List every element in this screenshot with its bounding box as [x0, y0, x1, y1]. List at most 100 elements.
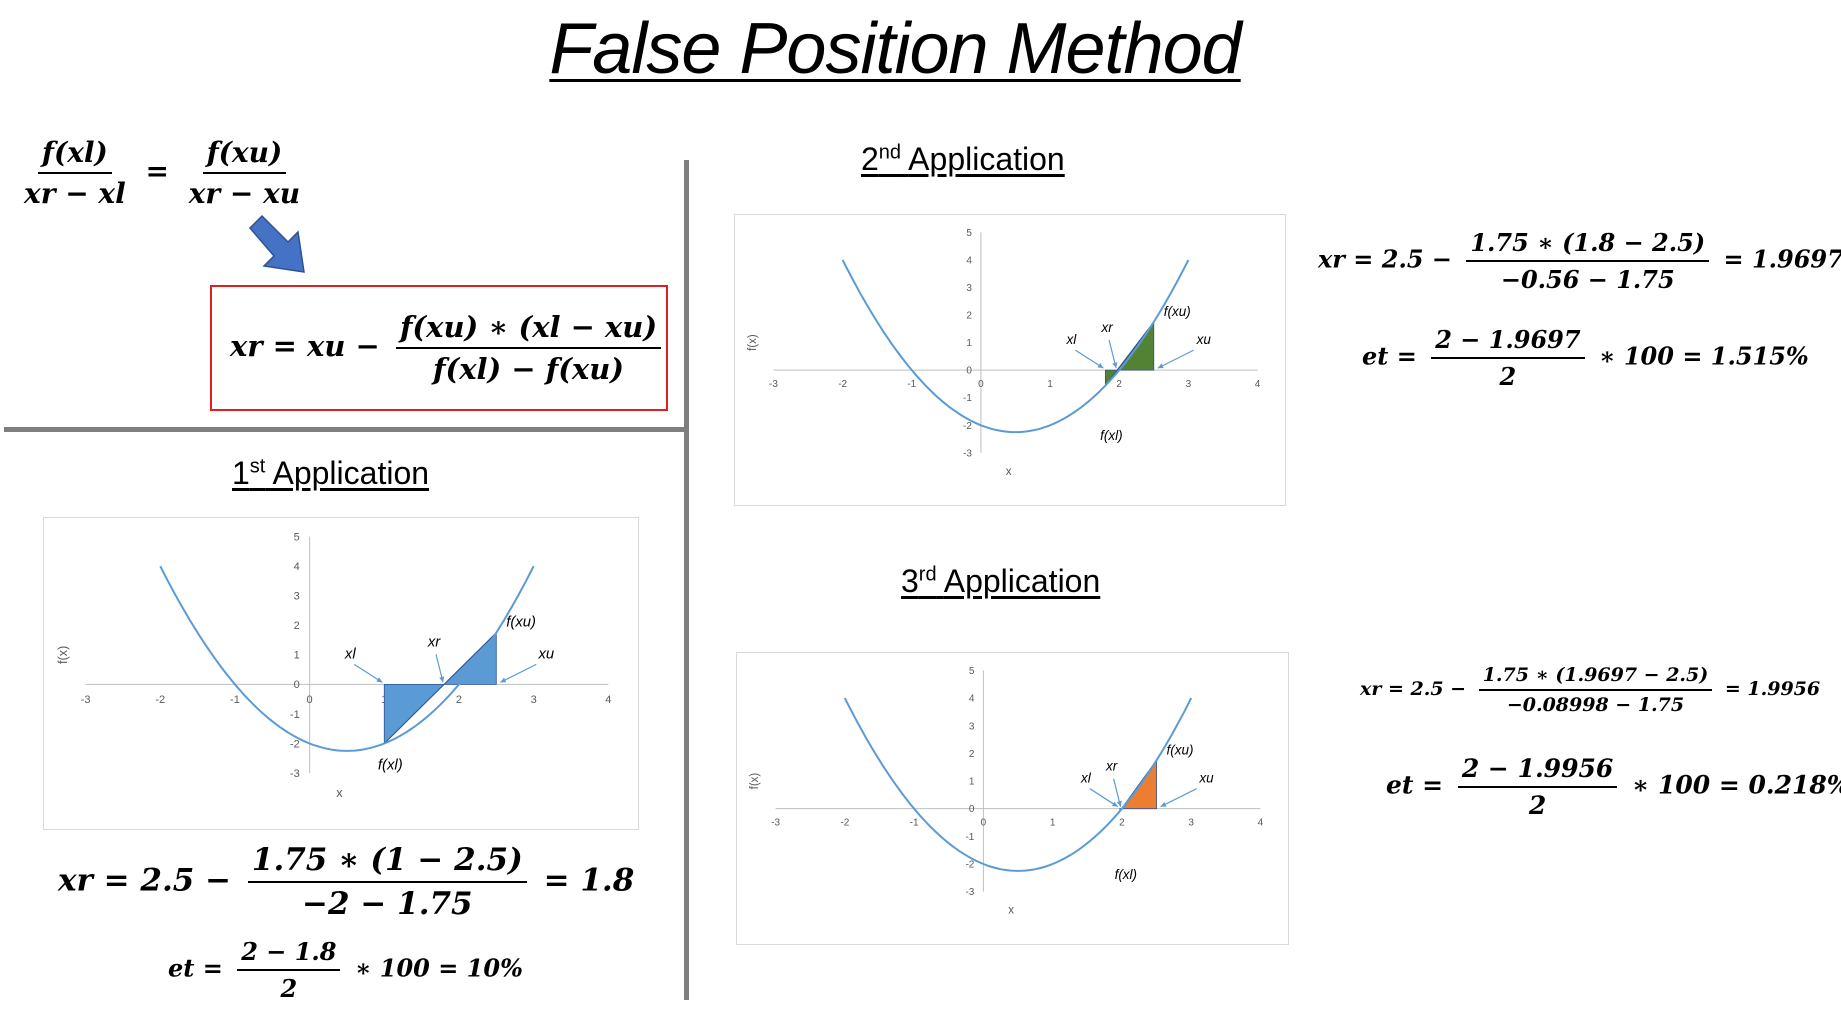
app3-xr-num: 1.75 ∗ (1.9697 − 2.5)	[1478, 664, 1713, 691]
app2-xr-den: −0.56 − 1.75	[1500, 265, 1675, 294]
y-tick-label: -1	[290, 709, 300, 721]
y-tick-label: 5	[966, 228, 972, 239]
y-tick-label: -1	[965, 832, 974, 843]
annotation-arrowhead	[376, 677, 383, 683]
y-tick-label: 4	[966, 255, 972, 266]
y-axis-label: f(x)	[747, 334, 759, 351]
y-axis-label: f(x)	[56, 646, 70, 664]
app1-et-fraction: 2 − 1.8 2	[237, 937, 341, 1003]
app2-chart: -3 -2 -1 0 1 2 3 4 -3 -2 -1 0 1 2 3 4 5 x f(x) f(xu) xr xl xu f…	[747, 228, 1261, 478]
x-tick-label: 4	[1255, 379, 1261, 390]
app1-et-den: 2	[280, 974, 298, 1003]
x-tick-label: 4	[1258, 818, 1264, 829]
y-tick-label: 1	[966, 338, 972, 349]
annotation-label: xr	[1100, 320, 1113, 335]
proportion-left-fraction: f(xl) xr − xl	[20, 136, 130, 210]
app1-xr-den: −2 − 1.75	[302, 886, 473, 922]
app1-xr-formula: xr = 2.5 − 1.75 ∗ (1 − 2.5) −2 − 1.75 = …	[58, 842, 634, 922]
y-axis-label: f(x)	[749, 773, 761, 790]
app3-et-num: 2 − 1.9956	[1457, 754, 1618, 788]
y-tick-label: 1	[969, 777, 975, 788]
y-tick-label: -2	[290, 738, 300, 750]
y-tick-label: 3	[966, 283, 972, 294]
function-curve	[843, 697, 1193, 872]
secant-line	[1104, 321, 1155, 386]
annotation-arrowhead	[1157, 363, 1164, 369]
y-tick-label: -3	[965, 887, 974, 898]
y-tick-label: 2	[294, 620, 300, 632]
proportion-right-fraction: f(xu) xr − xu	[185, 136, 304, 210]
x-tick-label: 0	[307, 694, 313, 706]
app3-xr-formula: xr = 2.5 − 1.75 ∗ (1.9697 − 2.5) −0.0899…	[1360, 664, 1820, 716]
annotation-label: f(xl)	[1115, 867, 1138, 882]
app3-et-formula: et = 2 − 1.9956 2 ∗ 100 = 0.218%	[1386, 754, 1841, 820]
app1-et-lhs: et =	[168, 953, 223, 983]
annotation-arrow	[353, 663, 383, 683]
app2-et-formula: et = 2 − 1.9697 2 ∗ 100 = 1.515%	[1362, 325, 1809, 391]
app2-xr-lhs: xr = 2.5 −	[1318, 244, 1452, 274]
app2-ordinal: 2	[861, 141, 879, 177]
annotation-label: xr	[427, 634, 441, 650]
x-axis-label: x	[336, 786, 343, 800]
app3-et-lhs: et =	[1386, 770, 1444, 800]
y-tick-label: 2	[966, 311, 972, 322]
app2-et-fraction: 2 − 1.9697 2	[1431, 325, 1585, 391]
annotation-label: xl	[344, 646, 356, 662]
app1-label: Application	[272, 455, 430, 491]
secant-line	[383, 632, 497, 744]
formula-box	[210, 285, 668, 411]
annotation-arrowhead	[500, 677, 507, 683]
app1-xr-fraction: 1.75 ∗ (1 − 2.5) −2 − 1.75	[247, 842, 527, 922]
app2-xr-fraction: 1.75 ∗ (1.8 − 2.5) −0.56 − 1.75	[1466, 228, 1710, 294]
app3-title: 3rd Application	[901, 563, 1100, 600]
annotation-label: xu	[1196, 332, 1212, 347]
app3-et-den: 2	[1528, 791, 1547, 820]
proportion-left-num: f(xl)	[37, 136, 112, 174]
annotation-arrow	[1089, 788, 1119, 808]
function-curve	[159, 565, 535, 752]
y-tick-label: 0	[966, 366, 972, 377]
x-tick-label: -3	[769, 379, 778, 390]
main-formula-fraction: f(xu) ∗ (xl − xu) f(xl) − f(xu)	[395, 310, 662, 386]
annotation-label: xr	[1105, 759, 1118, 774]
y-tick-label: 5	[969, 666, 975, 677]
y-tick-label: -3	[963, 448, 972, 459]
main-formula: xr = xu − f(xu) ∗ (xl − xu) f(xl) − f(xu…	[230, 310, 667, 386]
page-title: False Position Method	[549, 9, 1241, 89]
annotation-label: xu	[1198, 771, 1214, 786]
app1-ordinal: 1	[232, 455, 250, 491]
annotation-label: xl	[1080, 771, 1092, 786]
main-formula-num: f(xu) ∗ (xl − xu)	[395, 310, 662, 349]
x-axis-label: x	[1006, 466, 1012, 478]
app1-xr-lhs: xr = 2.5 −	[58, 862, 232, 899]
y-tick-label: 3	[969, 721, 975, 732]
x-tick-label: 3	[531, 694, 537, 706]
app2-title: 2nd Application	[861, 141, 1065, 178]
app3-chart-frame: -3 -2 -1 0 1 2 3 4 -3 -2 -1 0 1 2 3 4 5 x f(x) f(xu) xr xl xu f…	[736, 652, 1289, 945]
app2-xr-formula: xr = 2.5 − 1.75 ∗ (1.8 − 2.5) −0.56 − 1.…	[1318, 228, 1841, 294]
main-formula-den: f(xl) − f(xu)	[433, 352, 625, 386]
app1-et-rhs: ∗ 100 = 10%	[354, 953, 523, 983]
app1-chart: -3-2-101234-3-2-1012345xf(x)f(xu)xrxlxuf…	[56, 532, 611, 801]
y-tick-label: 4	[969, 694, 975, 705]
annotation-arrow	[1075, 349, 1104, 369]
down-right-arrow-icon	[248, 214, 305, 273]
app2-et-lhs: et =	[1362, 341, 1417, 371]
app3-xr-rhs: = 1.9956	[1724, 678, 1821, 700]
y-tick-label: -1	[963, 393, 972, 404]
x-tick-label: 4	[605, 694, 611, 706]
annotation-arrowhead	[1116, 800, 1122, 807]
y-tick-label: 5	[294, 532, 300, 544]
app3-label: Application	[943, 563, 1101, 599]
x-tick-label: 0	[981, 818, 987, 829]
app1-et-num: 2 − 1.8	[237, 937, 341, 971]
x-tick-label: 2	[456, 694, 462, 706]
annotation-arrow	[1160, 788, 1197, 808]
x-tick-label: -1	[230, 694, 240, 706]
annotation-arrowhead	[1160, 801, 1167, 807]
proportion-equals: =	[145, 154, 169, 188]
annotation-label: f(xu)	[1164, 304, 1191, 319]
annotation-label: f(xl)	[1100, 428, 1123, 443]
annotation-arrow	[1157, 349, 1195, 369]
